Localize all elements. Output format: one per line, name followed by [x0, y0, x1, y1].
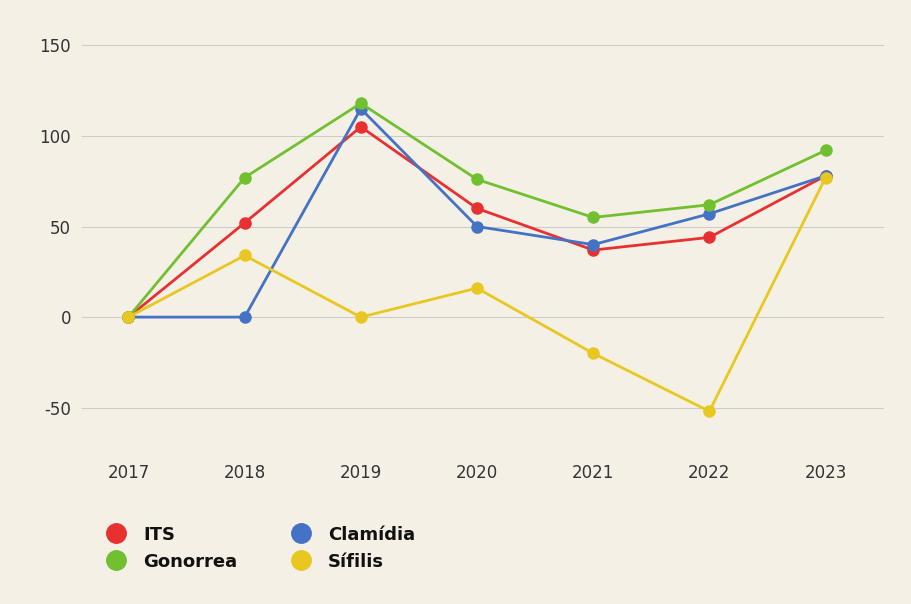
Legend: ITS, Gonorrea, Clamídia, Sífilis: ITS, Gonorrea, Clamídia, Sífilis: [91, 519, 422, 578]
